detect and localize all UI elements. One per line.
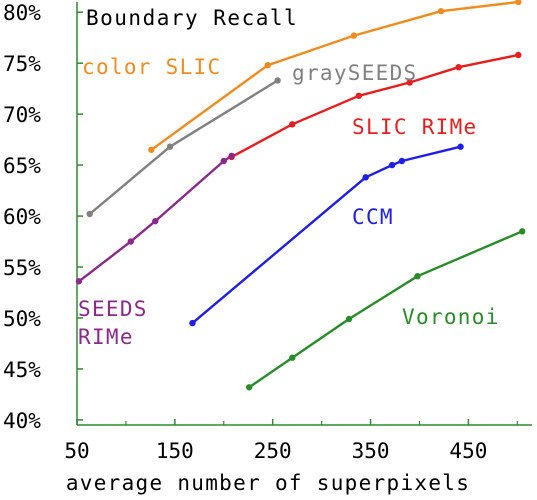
data-point — [362, 174, 369, 181]
data-point — [406, 79, 413, 86]
series-label-grayseeds: graySEEDS — [292, 61, 418, 85]
series-label-seeds-rime: RIMe — [78, 325, 134, 349]
series-line-slic-rime — [231, 53, 519, 158]
x-tick-label: 150 — [156, 439, 194, 463]
data-point — [388, 161, 396, 169]
y-tick-label: 65% — [3, 154, 41, 178]
series-seeds-rime — [75, 152, 235, 285]
series-label-slic-rime: SLIC RIMe — [352, 115, 478, 139]
data-point — [414, 272, 421, 280]
series-color-slic — [148, 0, 522, 153]
data-point — [457, 143, 464, 150]
series-voronoi — [246, 228, 526, 391]
series-line-ccm — [191, 145, 461, 325]
series-grayseeds — [86, 77, 281, 218]
data-point — [228, 152, 235, 160]
data-point — [246, 384, 253, 391]
y-tick-label: 60% — [3, 205, 41, 229]
y-tick-label: 55% — [3, 256, 41, 280]
y-tick-label: 40% — [3, 409, 41, 433]
y-tick-label: 70% — [3, 103, 41, 127]
data-point — [455, 64, 462, 71]
x-axis-label: average number of superpixels — [66, 471, 470, 495]
data-point — [75, 278, 83, 285]
series-label-voronoi: Voronoi — [402, 305, 500, 329]
data-point — [152, 217, 159, 225]
data-point — [289, 121, 296, 128]
series-layer — [75, 0, 526, 391]
axes: 40% 45% 50% 55% 60% 65% 70% 75% 80% 50 150 250 350 45… — [3, 1, 532, 463]
series-label-ccm: CCM — [352, 205, 394, 229]
data-point — [515, 51, 522, 59]
data-point — [398, 157, 406, 165]
x-tick-label: 250 — [254, 439, 292, 463]
y-tick-label: 75% — [3, 52, 41, 76]
series-ccm — [189, 143, 464, 327]
series-slic-rime — [228, 51, 522, 161]
data-point — [515, 0, 522, 6]
series-labels: color SLIC graySEEDS SLIC RIMe SEEDS RIMe CCM… — [78, 55, 500, 349]
series-label-seeds-rime: SEEDS — [78, 297, 148, 321]
data-point — [189, 319, 196, 327]
data-point — [289, 354, 296, 361]
data-point — [519, 228, 526, 235]
data-point — [220, 157, 227, 165]
y-tick-label: 80% — [3, 1, 41, 25]
y-tick-label: 50% — [3, 307, 41, 331]
data-point — [127, 238, 135, 245]
data-point — [355, 92, 363, 99]
data-point — [264, 61, 272, 69]
data-point — [350, 32, 358, 39]
data-point — [345, 315, 353, 323]
data-point — [86, 210, 93, 218]
data-point — [437, 7, 445, 15]
x-tick-label: 350 — [352, 439, 390, 463]
data-point — [148, 146, 155, 153]
y-tick-label: 45% — [3, 358, 41, 382]
series-label-color-slic: color SLIC — [82, 55, 221, 79]
x-tick-label: 450 — [449, 439, 487, 463]
x-tick-label: 50 — [64, 439, 89, 463]
chart-title: Boundary Recall — [86, 6, 298, 30]
data-point — [166, 143, 174, 150]
data-point — [274, 77, 281, 84]
